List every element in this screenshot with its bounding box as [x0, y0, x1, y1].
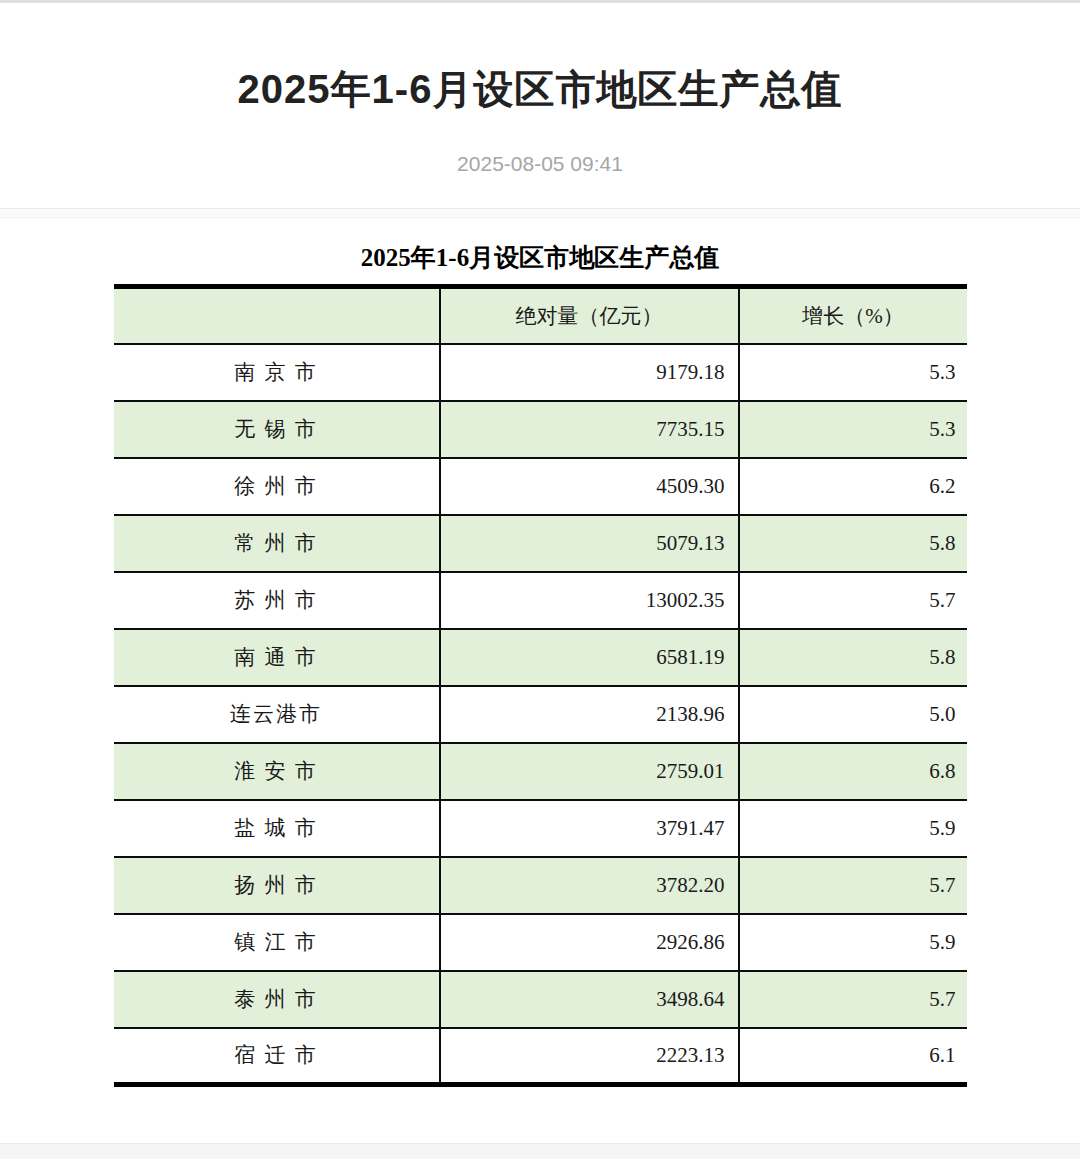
- column-header-city: [114, 287, 440, 344]
- city-cell: 连云港市: [114, 686, 440, 743]
- value-cell: 2138.96: [440, 686, 739, 743]
- growth-cell: 5.7: [739, 971, 967, 1028]
- column-header-absolute: 绝对量（亿元）: [440, 287, 739, 344]
- table-row: 徐 州 市 4509.30 6.2: [114, 458, 967, 515]
- value-cell: 13002.35: [440, 572, 739, 629]
- growth-cell: 6.8: [739, 743, 967, 800]
- growth-cell: 5.3: [739, 401, 967, 458]
- table-row: 泰 州 市 3498.64 5.7: [114, 971, 967, 1028]
- column-header-growth: 增长（%）: [739, 287, 967, 344]
- value-cell: 9179.18: [440, 344, 739, 401]
- growth-cell: 5.9: [739, 914, 967, 971]
- table-row: 镇 江 市 2926.86 5.9: [114, 914, 967, 971]
- city-cell: 宿 迁 市: [114, 1028, 440, 1085]
- value-cell: 7735.15: [440, 401, 739, 458]
- table-row: 苏 州 市 13002.35 5.7: [114, 572, 967, 629]
- table-header-row: 绝对量（亿元） 增长（%）: [114, 287, 967, 344]
- city-cell: 苏 州 市: [114, 572, 440, 629]
- table-row: 淮 安 市 2759.01 6.8: [114, 743, 967, 800]
- table-row: 无 锡 市 7735.15 5.3: [114, 401, 967, 458]
- value-cell: 3498.64: [440, 971, 739, 1028]
- city-cell: 南 通 市: [114, 629, 440, 686]
- value-cell: 3782.20: [440, 857, 739, 914]
- city-cell: 南 京 市: [114, 344, 440, 401]
- growth-cell: 5.3: [739, 344, 967, 401]
- city-cell: 常 州 市: [114, 515, 440, 572]
- growth-cell: 5.0: [739, 686, 967, 743]
- article-header: 2025年1-6月设区市地区生产总值 2025-08-05 09:41: [0, 3, 1080, 208]
- table-row: 常 州 市 5079.13 5.8: [114, 515, 967, 572]
- table-row: 扬 州 市 3782.20 5.7: [114, 857, 967, 914]
- value-cell: 4509.30: [440, 458, 739, 515]
- value-cell: 2223.13: [440, 1028, 739, 1085]
- growth-cell: 6.2: [739, 458, 967, 515]
- gdp-table: 绝对量（亿元） 增长（%） 南 京 市 9179.18 5.3 无 锡 市 77…: [114, 284, 967, 1087]
- table-body: 南 京 市 9179.18 5.3 无 锡 市 7735.15 5.3 徐 州 …: [114, 344, 967, 1085]
- content-area: 2025年1-6月设区市地区生产总值 绝对量（亿元） 增长（%） 南 京 市 9…: [0, 218, 1080, 1087]
- growth-cell: 5.7: [739, 572, 967, 629]
- value-cell: 6581.19: [440, 629, 739, 686]
- value-cell: 3791.47: [440, 800, 739, 857]
- value-cell: 2926.86: [440, 914, 739, 971]
- city-cell: 泰 州 市: [114, 971, 440, 1028]
- table-row: 连云港市 2138.96 5.0: [114, 686, 967, 743]
- table-title: 2025年1-6月设区市地区生产总值: [0, 242, 1080, 274]
- growth-cell: 5.9: [739, 800, 967, 857]
- table-row: 盐 城 市 3791.47 5.9: [114, 800, 967, 857]
- table-row: 南 京 市 9179.18 5.3: [114, 344, 967, 401]
- growth-cell: 5.8: [739, 629, 967, 686]
- growth-cell: 5.8: [739, 515, 967, 572]
- publish-date: 2025-08-05 09:41: [0, 153, 1080, 175]
- city-cell: 盐 城 市: [114, 800, 440, 857]
- table-row: 宿 迁 市 2223.13 6.1: [114, 1028, 967, 1085]
- growth-cell: 5.7: [739, 857, 967, 914]
- growth-cell: 6.1: [739, 1028, 967, 1085]
- table-row: 南 通 市 6581.19 5.8: [114, 629, 967, 686]
- city-cell: 淮 安 市: [114, 743, 440, 800]
- section-divider: [0, 208, 1080, 218]
- value-cell: 5079.13: [440, 515, 739, 572]
- city-cell: 徐 州 市: [114, 458, 440, 515]
- city-cell: 无 锡 市: [114, 401, 440, 458]
- page-title: 2025年1-6月设区市地区生产总值: [0, 63, 1080, 115]
- city-cell: 扬 州 市: [114, 857, 440, 914]
- bottom-strip: [0, 1143, 1080, 1159]
- city-cell: 镇 江 市: [114, 914, 440, 971]
- value-cell: 2759.01: [440, 743, 739, 800]
